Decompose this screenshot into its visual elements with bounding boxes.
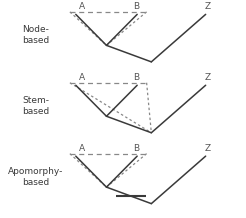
Text: A: A — [79, 144, 85, 153]
Text: Stem-
based: Stem- based — [22, 96, 49, 116]
Text: B: B — [133, 144, 139, 153]
Text: Apomorphy-
based: Apomorphy- based — [8, 167, 63, 187]
Text: B: B — [133, 73, 139, 82]
Text: Z: Z — [205, 2, 211, 11]
Text: B: B — [133, 2, 139, 11]
Text: A: A — [79, 2, 85, 11]
Text: A: A — [79, 73, 85, 82]
Text: Z: Z — [205, 144, 211, 153]
Text: Node-
based: Node- based — [22, 25, 49, 45]
Text: Z: Z — [205, 73, 211, 82]
